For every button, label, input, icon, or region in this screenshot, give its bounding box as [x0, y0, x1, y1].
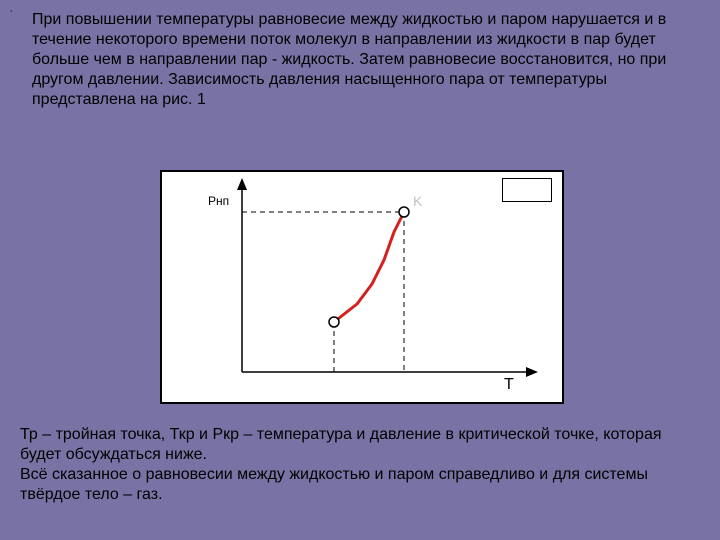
chart-container: Pнп T K	[160, 170, 564, 404]
slide: { "slide": { "background_color": "#7873a…	[0, 0, 720, 540]
svg-text:K: K	[413, 193, 423, 209]
chart-svg: K	[162, 172, 562, 402]
top-paragraph: При повышении температуры равновесие меж…	[32, 10, 690, 110]
bottom-paragraph: Тр – тройная точка, Ткр и Ркр – температ…	[20, 425, 690, 505]
punct-mark: ,	[10, 4, 12, 13]
